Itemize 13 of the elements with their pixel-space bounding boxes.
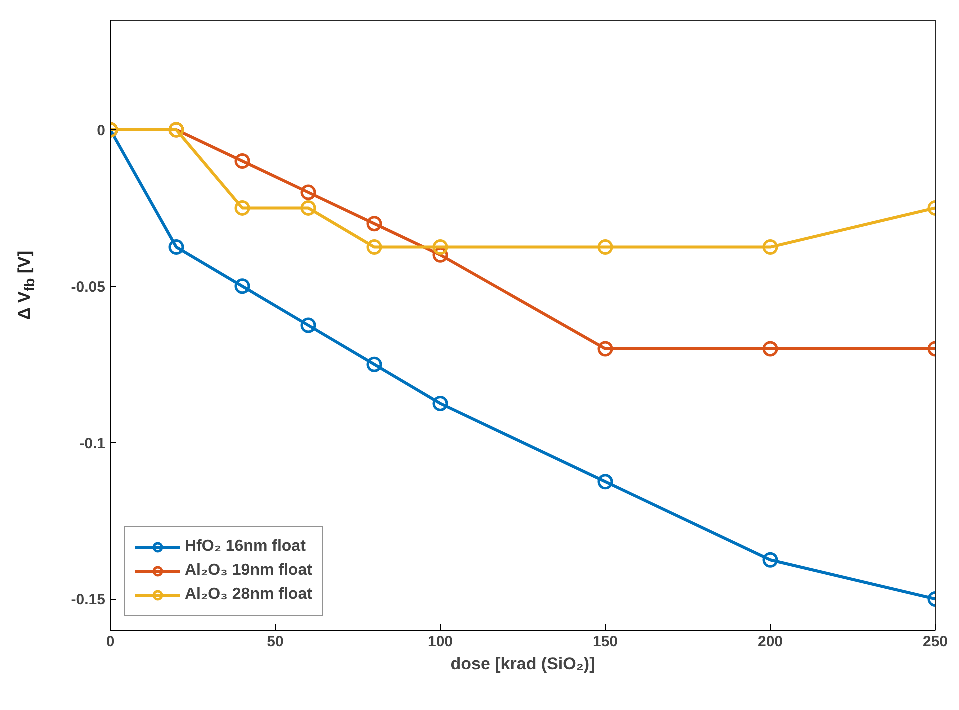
y-tick-label: -0.05 <box>71 278 106 296</box>
x-tick-label: 50 <box>267 634 284 650</box>
y-tick-label: -0.15 <box>71 592 106 609</box>
x-tick-label: 100 <box>428 634 454 650</box>
y-tick-label: -0.1 <box>80 435 106 452</box>
x-tick-label: 200 <box>758 634 784 650</box>
y-tick-label: 0 <box>97 122 106 140</box>
legend-label: Al₂O₃ 28nm float <box>185 586 312 604</box>
x-axis-title: dose [krad (SiO₂)] <box>450 654 596 674</box>
x-tick-label: 250 <box>922 634 948 650</box>
x-tick-label: 150 <box>592 634 618 650</box>
legend-label: Al₂O₃ 19nm float <box>185 562 312 580</box>
legend-label: HfO₂ 16nm float <box>185 538 306 556</box>
